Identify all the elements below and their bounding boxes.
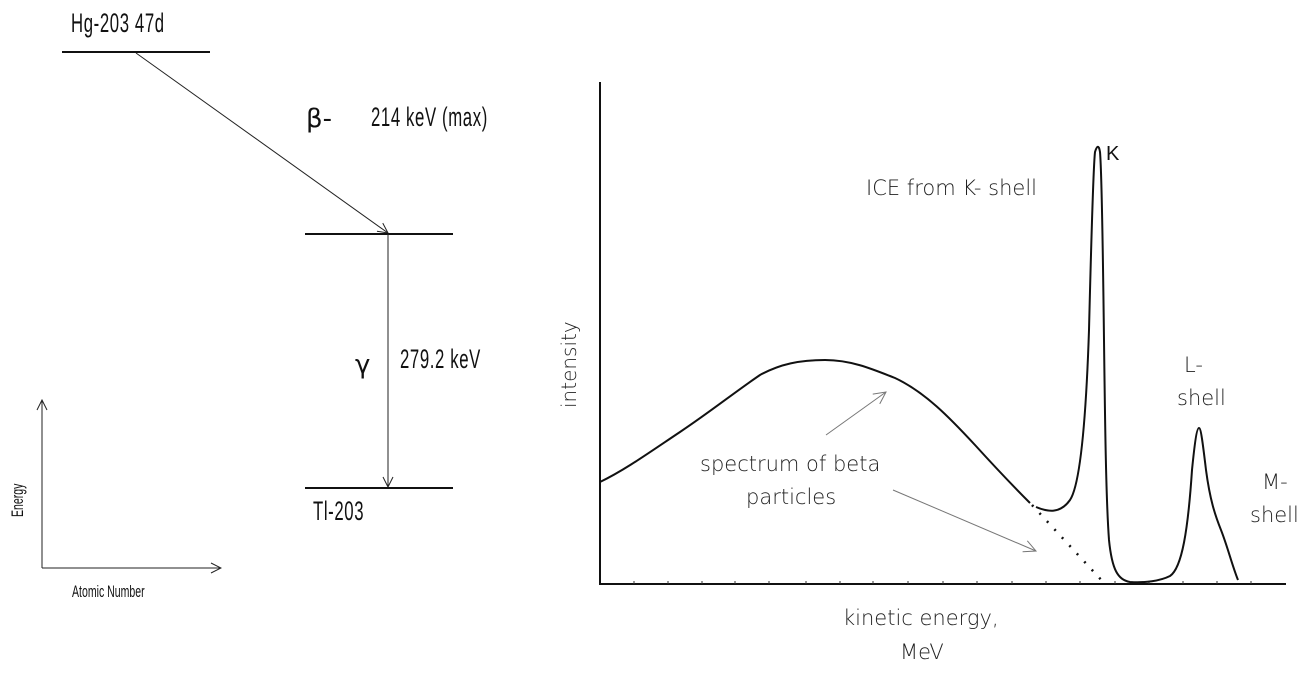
gamma-energy-label: 279.2 keV — [400, 344, 481, 374]
beta-extrapolation-dotted — [1031, 504, 1106, 585]
beta-energy-label: 214 keV (max) — [371, 102, 488, 132]
intensity-axis-label: intensity — [557, 321, 581, 408]
decay-scheme — [42, 51, 453, 568]
kinetic-energy-axis-label-line1: kinetic energy, — [843, 606, 999, 630]
beta-annotation-arrow-down — [892, 489, 1036, 551]
beta-spectrum-label-line2: particles — [746, 485, 837, 509]
ice-k-shell-label: ICE from K- shell — [866, 176, 1038, 200]
spectrum-chart — [599, 82, 1286, 585]
daughter-nuclide-label: Tl-203 — [313, 496, 365, 526]
beta-spectrum-label-line1: spectrum of beta — [700, 452, 881, 476]
beta-transition-arrow — [135, 52, 388, 233]
l-shell-label-line1: L- — [1184, 353, 1203, 377]
gamma-symbol: γ — [355, 350, 371, 380]
kinetic-energy-axis-label-line2: MeV — [900, 640, 944, 664]
m-shell-label-line2: shell — [1250, 503, 1299, 527]
energy-axis-label: Energy — [8, 483, 27, 517]
m-shell-label-line1: M- — [1262, 470, 1288, 494]
atomic-number-axis-label: Atomic Number — [72, 582, 145, 601]
beta-annotation-arrow-up — [825, 392, 886, 436]
beta-spectrum-curve — [599, 358, 1031, 504]
k-peak-curve — [1035, 145, 1239, 584]
beta-symbol: β- — [306, 104, 332, 134]
l-shell-label-line2: shell — [1177, 386, 1226, 410]
k-peak-label: K — [1106, 143, 1120, 165]
parent-nuclide-label: Hg-203 47d — [71, 8, 165, 38]
